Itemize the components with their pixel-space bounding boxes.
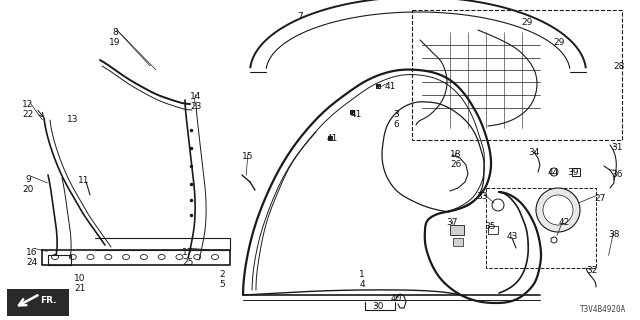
Bar [376,84,380,88]
Text: 7: 7 [297,12,303,21]
Text: 1
4: 1 4 [359,270,365,289]
Text: 30: 30 [372,302,384,311]
Text: T3V4B4920A: T3V4B4920A [580,305,627,314]
Bar [328,136,332,140]
Text: 13: 13 [67,115,79,124]
Bar [572,168,580,176]
Text: 16
24: 16 24 [26,248,38,268]
Text: 3
6: 3 6 [393,110,399,129]
Text: 12
22: 12 22 [22,100,34,119]
Circle shape [551,237,557,243]
Text: 29: 29 [554,38,564,47]
Text: 37: 37 [446,218,458,227]
Circle shape [543,195,573,225]
Text: 31: 31 [611,143,623,152]
FancyBboxPatch shape [7,289,69,316]
Text: 28: 28 [613,62,625,71]
Text: 2
5: 2 5 [219,270,225,289]
Text: 14
23: 14 23 [190,92,202,111]
Text: 17
25: 17 25 [182,248,194,268]
Text: 38: 38 [608,230,620,239]
Bar [488,226,498,234]
Text: 9
20: 9 20 [22,175,34,194]
Circle shape [351,111,353,113]
Circle shape [377,85,379,87]
Text: 15: 15 [243,152,253,161]
Circle shape [550,168,558,176]
Bar [453,238,463,246]
Text: 41: 41 [350,110,362,119]
Bar [412,10,622,140]
Text: 11: 11 [78,176,90,185]
Circle shape [492,199,504,211]
Circle shape [329,137,332,139]
Bar [486,188,596,268]
Circle shape [536,188,580,232]
Text: 34: 34 [528,148,540,157]
Text: 10
21: 10 21 [74,274,86,293]
Text: 32: 32 [586,266,598,275]
Text: 35: 35 [484,222,496,231]
Text: 29: 29 [522,18,532,27]
Text: 18
26: 18 26 [451,150,461,169]
Text: 27: 27 [595,194,605,203]
Text: 42: 42 [558,218,570,227]
Bar [450,225,464,235]
Text: FR.: FR. [40,296,56,305]
Text: 40: 40 [390,294,402,303]
Text: 44: 44 [547,168,559,177]
Text: 39: 39 [567,168,579,177]
Text: 36: 36 [611,170,623,179]
Text: 41: 41 [384,82,396,91]
Text: 41: 41 [326,134,338,143]
Text: 8
19: 8 19 [109,28,121,47]
Text: 33: 33 [476,192,488,201]
Bar [350,110,354,114]
Text: 43: 43 [506,232,518,241]
